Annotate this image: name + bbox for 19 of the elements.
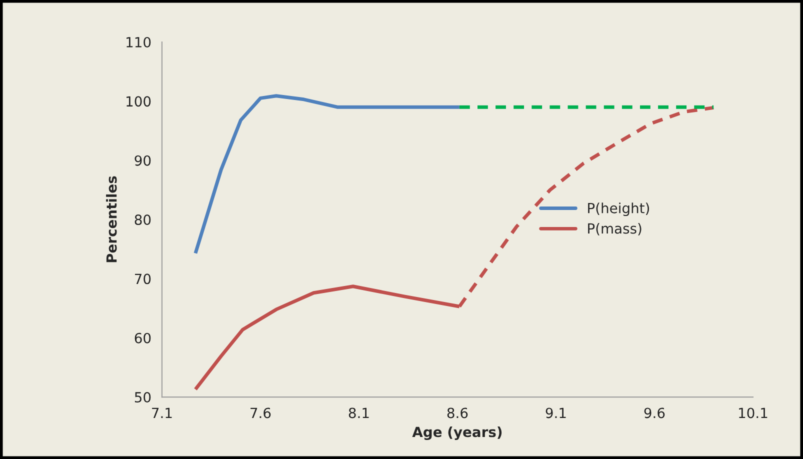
y-tick-label: 70 bbox=[135, 274, 151, 284]
legend-label: P(mass) bbox=[588, 223, 642, 236]
legend-label: P(height) bbox=[588, 202, 650, 216]
y-tick-label: 110 bbox=[126, 36, 151, 48]
y-tick-label: 100 bbox=[126, 96, 151, 107]
x-tick-label: 9.6 bbox=[644, 408, 665, 418]
y-tick-label: 90 bbox=[134, 155, 151, 166]
y-tick-label: 60 bbox=[134, 332, 151, 344]
x-tick-label: 8.1 bbox=[348, 408, 369, 418]
x-tick-label: 8.6 bbox=[447, 408, 468, 418]
x-tick-label: 10.1 bbox=[739, 408, 768, 418]
y-axis-title: Percentiles bbox=[106, 176, 117, 262]
x-tick-label: 7.1 bbox=[152, 408, 172, 418]
x-tick-label: 9.1 bbox=[546, 408, 566, 418]
y-tick-label: 80 bbox=[134, 214, 151, 225]
y-tick-label: 50 bbox=[134, 392, 151, 403]
x-tick-label: 7.6 bbox=[250, 408, 271, 418]
x-axis-title: Age (years) bbox=[412, 426, 502, 440]
line-series bbox=[194, 94, 462, 255]
